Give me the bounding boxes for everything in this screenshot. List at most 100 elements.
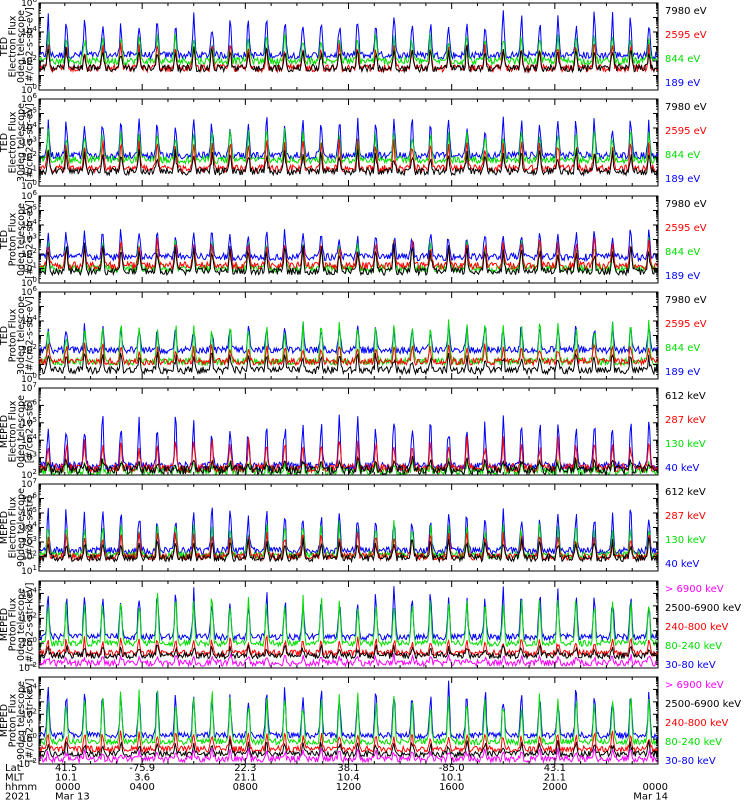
- legend-entry: 7980 eV: [665, 295, 707, 306]
- mlt-tick-label: 10.1: [55, 773, 77, 784]
- mlt-tick-label: 10.1: [441, 773, 463, 784]
- legend-entry: 844 eV: [665, 247, 700, 258]
- series-line-40-kev: [38, 414, 659, 473]
- y-axis-label-line: 90deg telescope: [16, 488, 27, 567]
- y-tick-label: 102: [21, 54, 37, 67]
- panel-frame: [38, 291, 659, 380]
- mlt-tick-label: 3.6: [134, 773, 150, 784]
- series-line-30-80-kev: [38, 680, 659, 741]
- legend-entry: 612 keV: [665, 391, 706, 402]
- series-line-7980-ev: [38, 351, 659, 376]
- legend-entry: 2500-6900 keV: [665, 603, 741, 614]
- hhmm-tick-label: 2000: [542, 782, 567, 793]
- y-tick-label: 102: [21, 150, 37, 163]
- legend-entry: 2595 eV: [665, 319, 707, 330]
- series-line-612-kev: [38, 537, 659, 564]
- legend-entry: 844 eV: [665, 54, 700, 65]
- series-line-2595-ev: [38, 342, 659, 367]
- legend-entry: 80-240 keV: [665, 641, 722, 652]
- date-tick-label: Mar 13: [55, 792, 90, 800]
- y-axis-label-line: MEPED: [0, 415, 10, 448]
- legend-entry: > 6900 keV: [665, 680, 724, 691]
- y-axis-label-line: Proton Flux: [8, 693, 19, 747]
- y-tick-label: 106: [21, 285, 37, 298]
- y-tick-label: 100: [21, 372, 37, 385]
- y-tick-label: 105: [21, 416, 37, 429]
- y-axis-label-line: TED: [0, 133, 10, 153]
- legend-entry: 189 eV: [665, 367, 700, 378]
- y-tick-label: 106: [21, 398, 37, 411]
- y-axis-label-line: MEPED: [0, 511, 10, 544]
- y-axis-label-line: 90deg telescope: [16, 681, 27, 760]
- legend-entry: 130 keV: [665, 439, 706, 450]
- y-tick-label: 104: [21, 121, 37, 134]
- lat-tick-label: 38.1: [337, 763, 359, 774]
- y-tick-label: 103: [21, 535, 37, 548]
- y-tick-label: 105: [21, 506, 37, 519]
- date-tick-label: Mar 14: [633, 792, 668, 800]
- legend-entry: 189 eV: [665, 271, 700, 282]
- time-axis-row-label: hhmm: [5, 782, 37, 793]
- legend-entry: 2595 eV: [665, 126, 707, 137]
- y-tick-label: 10-2: [19, 757, 37, 770]
- y-tick-label: 104: [21, 25, 37, 38]
- y-tick-label: 104: [21, 682, 37, 695]
- legend-entry: 844 eV: [665, 343, 700, 354]
- y-tick-label: 104: [21, 586, 37, 599]
- y-tick-label: 104: [21, 521, 37, 534]
- series-line-2595-ev: [38, 237, 659, 271]
- y-tick-label: 106: [21, 0, 37, 9]
- series-line-80-240-kev: [38, 689, 659, 747]
- y-axis-label-line: TED: [0, 326, 10, 346]
- time-axis-row-label: Lat: [5, 763, 21, 774]
- legend-entry: 30-80 keV: [665, 756, 716, 767]
- y-axis-label-line: TED: [0, 230, 10, 250]
- y-tick-label: 105: [21, 204, 37, 217]
- legend-entry: 2595 eV: [665, 30, 707, 41]
- y-tick-label: 10-2: [19, 661, 37, 674]
- y-tick-label: 107: [21, 477, 37, 490]
- legend-entry: 612 keV: [665, 487, 706, 498]
- panel-frame: [38, 2, 659, 91]
- mlt-tick-label: 21.1: [234, 773, 256, 784]
- lat-tick-label: 43.1: [544, 763, 566, 774]
- y-axis-label-line: 0deg telescope: [16, 10, 27, 83]
- series-line-80-240-kev: [38, 593, 659, 649]
- mlt-tick-label: 10.4: [337, 773, 359, 784]
- series-line-7980-ev: [38, 45, 659, 74]
- y-axis-label-line: MEPED: [0, 704, 10, 737]
- legend-entry: 7980 eV: [665, 102, 707, 113]
- y-tick-label: 103: [21, 136, 37, 149]
- legend-entry: 189 eV: [665, 174, 700, 185]
- y-axis-label-line: [#/cm2-s-str-keV]: [25, 583, 36, 667]
- y-tick-label: 106: [21, 92, 37, 105]
- series-line-189-ev: [38, 321, 659, 356]
- y-axis-label-line: TED: [0, 37, 10, 57]
- y-axis-label-line: MEPED: [0, 608, 10, 641]
- y-tick-label: 100: [21, 276, 37, 289]
- panel-frame: [38, 98, 659, 187]
- y-axis-label-line: Electron Flux: [8, 400, 19, 462]
- y-tick-label: 101: [21, 262, 37, 275]
- lat-tick-label: -85.0: [439, 763, 465, 774]
- y-tick-label: 102: [21, 707, 37, 720]
- series-line-844-ev: [38, 128, 659, 166]
- series-line-844-ev: [38, 319, 659, 367]
- legend-entry: 80-240 keV: [665, 737, 722, 748]
- mlt-tick-label: 21.1: [544, 773, 566, 784]
- y-tick-label: 101: [21, 165, 37, 178]
- legend-entry: 2500-6900 keV: [665, 699, 741, 710]
- y-axis-label-line: Electron Flux: [8, 496, 19, 558]
- y-tick-label: 104: [21, 314, 37, 327]
- y-tick-label: 100: [21, 83, 37, 96]
- y-axis-label-line: [#/cm2-s-str]: [25, 496, 36, 559]
- hhmm-tick-label: 0000: [643, 782, 668, 793]
- legend-entry: 40 keV: [665, 559, 699, 570]
- legend-entry: 40 keV: [665, 463, 699, 474]
